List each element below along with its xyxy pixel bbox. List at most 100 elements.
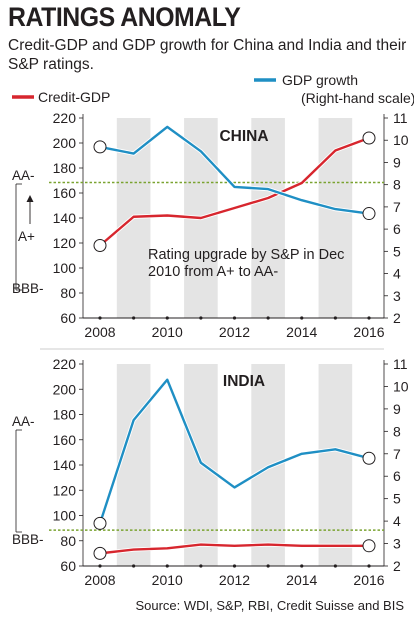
india-gdp-growth-line bbox=[98, 378, 370, 524]
india-x-tick bbox=[333, 564, 337, 568]
india-panel-title: INDIA bbox=[223, 373, 265, 390]
india-x-tick-label: 2014 bbox=[286, 572, 317, 588]
india-left-tick-label: 120 bbox=[53, 482, 77, 498]
legend-gdp-label: GDP growth bbox=[282, 72, 358, 88]
india-x-tick bbox=[367, 564, 371, 568]
india-gdp-growth-endpoint bbox=[362, 451, 376, 465]
china-left-tick-label: 180 bbox=[53, 160, 77, 176]
india-left-tick-label: 100 bbox=[53, 508, 77, 524]
china-chart: 60 80 100 120 140 160 180 200 220 2 3 4 5 6 7 8 9 10 11 200… bbox=[49, 110, 409, 340]
india-left-tick-label: 80 bbox=[60, 533, 76, 549]
china-left-tick-label: 60 bbox=[60, 310, 76, 326]
china-left-tick-label: 120 bbox=[53, 235, 77, 251]
china-credit-gdp-endpoint bbox=[93, 239, 107, 252]
china-gdp-growth-endpoint bbox=[93, 140, 107, 154]
china-credit-gdp-endpoint bbox=[362, 131, 376, 145]
india-x-tick-label: 2016 bbox=[353, 572, 384, 588]
china-annotation-line-2: 2010 from A+ to AA- bbox=[148, 264, 278, 280]
china-x-tick bbox=[266, 316, 270, 320]
china-gdp-growth-endpoint bbox=[362, 207, 376, 221]
china-right-tick-label: 6 bbox=[393, 221, 401, 237]
india-x-tick bbox=[165, 564, 169, 568]
china-left-tick-label: 80 bbox=[60, 285, 76, 301]
india-x-tick-label: 2010 bbox=[152, 572, 183, 588]
china-right-tick-label: 9 bbox=[393, 154, 401, 170]
china-rating-aa-label: AA- bbox=[12, 168, 35, 183]
india-year-band bbox=[116, 364, 151, 566]
china-x-tick bbox=[232, 316, 237, 320]
india-x-tick bbox=[300, 564, 304, 568]
india-rating-aa-label: AA- bbox=[12, 414, 35, 429]
india-rating-bbb-label: BBB- bbox=[12, 532, 44, 547]
india-right-tick-label: 4 bbox=[393, 513, 401, 529]
china-upgrade-arrow-head bbox=[26, 195, 34, 202]
india-right-tick-label: 7 bbox=[393, 446, 401, 462]
india-x-tick bbox=[232, 564, 237, 568]
china-x-tick bbox=[132, 316, 136, 320]
china-panel-title: CHINA bbox=[219, 128, 268, 145]
china-right-tick-label: 11 bbox=[393, 110, 408, 126]
china-x-tick-label: 2012 bbox=[219, 324, 250, 340]
china-right-tick-label: 4 bbox=[393, 266, 401, 282]
india-chart: 60 80 100 120 140 160 180 200 220 2 3 4 5 6 7 8 9 10 11 200… bbox=[49, 356, 409, 588]
source-note: Source: WDI, S&P, RBI, Credit Suisse and… bbox=[135, 598, 404, 613]
china-credit-gdp-line bbox=[99, 136, 370, 247]
india-x-tick bbox=[199, 564, 203, 568]
india-right-tick-label: 5 bbox=[393, 491, 401, 507]
india-left-tick-label: 140 bbox=[53, 457, 77, 473]
india-x-tick bbox=[132, 564, 136, 568]
china-x-tick-label: 2014 bbox=[286, 324, 317, 340]
china-rating-bbb-label: BBB- bbox=[12, 281, 44, 296]
india-left-tick-label: 220 bbox=[53, 356, 77, 372]
china-rating-scale: AA- A+ BBB- bbox=[12, 168, 44, 296]
india-x-tick bbox=[266, 564, 270, 568]
china-right-tick-label: 3 bbox=[393, 288, 401, 304]
china-right-tick-label: 8 bbox=[393, 177, 401, 193]
china-right-tick-label: 10 bbox=[393, 132, 409, 148]
china-x-tick-label: 2016 bbox=[353, 324, 384, 340]
china-year-band bbox=[251, 118, 285, 318]
india-left-tick-label: 60 bbox=[60, 558, 76, 574]
india-credit-gdp-endpoint bbox=[362, 539, 376, 553]
china-annotation-line-1: Rating upgrade by S&P in Dec bbox=[148, 247, 344, 263]
india-x-tick bbox=[98, 564, 102, 568]
china-gdp-growth-line bbox=[99, 125, 370, 215]
india-right-tick-label: 3 bbox=[393, 536, 401, 552]
india-right-tick-label: 2 bbox=[393, 558, 401, 574]
legend: Credit-GDP GDP growth (Right-hand scale) bbox=[12, 72, 414, 106]
china-rating-a-plus-label: A+ bbox=[18, 229, 35, 244]
china-x-tick bbox=[199, 316, 203, 320]
china-left-tick-label: 140 bbox=[53, 210, 77, 226]
china-left-tick-label: 100 bbox=[53, 260, 77, 276]
china-x-tick bbox=[165, 316, 169, 320]
india-year-band bbox=[318, 364, 353, 566]
china-x-tick-label: 2010 bbox=[152, 324, 183, 340]
india-left-tick-label: 160 bbox=[53, 432, 77, 448]
india-rating-scale: AA- BBB- bbox=[12, 414, 44, 547]
china-x-tick bbox=[333, 316, 337, 320]
india-left-tick-label: 200 bbox=[53, 381, 77, 397]
india-right-tick-label: 8 bbox=[393, 423, 401, 439]
china-x-tick-label: 2008 bbox=[84, 324, 115, 340]
india-right-tick-label: 9 bbox=[393, 401, 401, 417]
india-credit-gdp-line bbox=[99, 543, 369, 555]
india-right-tick-label: 10 bbox=[393, 378, 409, 394]
india-x-tick-label: 2012 bbox=[219, 572, 250, 588]
chart-subtitle: Credit-GDP and GDP growth for China and … bbox=[8, 37, 407, 73]
india-right-tick-label: 11 bbox=[393, 356, 408, 372]
china-x-tick bbox=[98, 316, 102, 320]
china-left-tick-label: 200 bbox=[53, 135, 77, 151]
india-right-tick-label: 6 bbox=[393, 468, 401, 484]
china-left-tick-label: 160 bbox=[53, 185, 77, 201]
legend-credit-label: Credit-GDP bbox=[38, 89, 110, 105]
china-x-tick bbox=[367, 316, 371, 320]
india-gdp-growth-endpoint bbox=[93, 516, 107, 530]
india-x-tick-label: 2008 bbox=[84, 572, 115, 588]
legend-gdp-scale-note: (Right-hand scale) bbox=[301, 90, 414, 106]
china-right-tick-label: 7 bbox=[393, 199, 401, 215]
china-right-tick-label: 5 bbox=[393, 243, 401, 259]
china-x-tick bbox=[300, 316, 304, 320]
china-right-tick-label: 2 bbox=[393, 310, 401, 326]
china-left-tick-label: 220 bbox=[53, 110, 77, 126]
